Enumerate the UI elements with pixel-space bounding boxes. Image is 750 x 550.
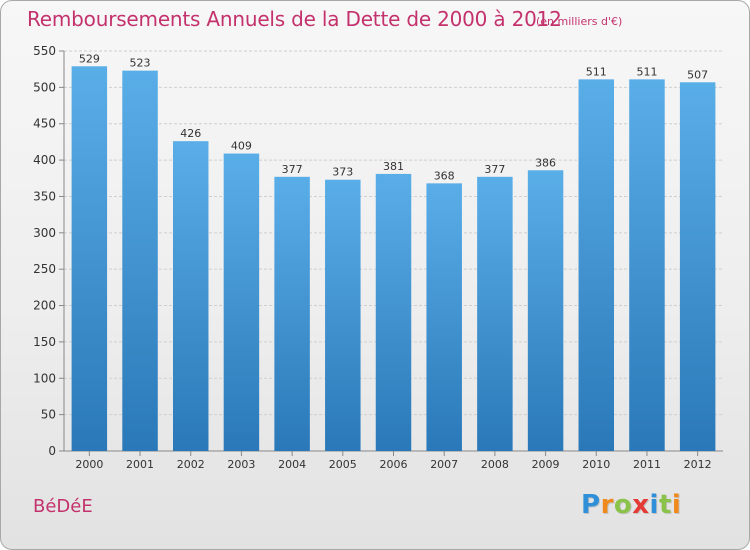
bar-2004[interactable]	[274, 176, 310, 451]
value-label-2001: 523	[130, 57, 151, 70]
bar-2008[interactable]	[477, 176, 513, 451]
bar-2001[interactable]	[122, 70, 158, 452]
logo-letter: r	[600, 490, 614, 520]
y-tick-label: 500	[33, 80, 56, 94]
x-tick-label-2011: 2011	[633, 458, 661, 471]
labels-layer: 0 50 100 150 200 250 300 350 400 450 500 550 529 2000…	[33, 44, 712, 471]
bar-2000[interactable]	[71, 66, 108, 451]
x-tick-label-2006: 2006	[380, 458, 408, 471]
chart-title: Remboursements Annuels de la Dette de 20…	[27, 7, 562, 31]
x-tick-label-2005: 2005	[329, 458, 357, 471]
y-tick-label: 250	[33, 262, 56, 276]
y-tick-label: 400	[33, 153, 56, 167]
value-label-2008: 377	[484, 163, 505, 176]
bars-layer	[71, 66, 716, 452]
commune-name: BéDéE	[33, 496, 93, 517]
bar-2009[interactable]	[527, 170, 564, 452]
bar-2006[interactable]	[375, 173, 412, 451]
value-label-2010: 511	[586, 65, 607, 78]
bar-2011[interactable]	[629, 79, 665, 451]
chart-subtitle: (en milliers d'€)	[536, 15, 623, 28]
x-tick-label-2010: 2010	[582, 458, 610, 471]
value-label-2007: 368	[434, 169, 455, 182]
value-label-2011: 511	[636, 65, 657, 78]
bar-2012[interactable]	[679, 82, 716, 451]
x-tick-label-2003: 2003	[227, 458, 255, 471]
bar-2002[interactable]	[172, 141, 209, 451]
value-label-2003: 409	[231, 140, 252, 153]
x-tick-label-2000: 2000	[75, 458, 103, 471]
x-tick-label-2009: 2009	[532, 458, 560, 471]
x-tick-label-2007: 2007	[430, 458, 458, 471]
value-label-2000: 529	[79, 52, 100, 65]
y-tick-label: 150	[33, 335, 56, 349]
logo-letter: x	[632, 490, 650, 520]
value-label-2006: 381	[383, 160, 404, 173]
value-label-2009: 386	[535, 156, 556, 169]
value-label-2012: 507	[687, 68, 708, 81]
bar-chart: 0 50 100 150 200 250 300 350 400 450 500 550 529 2000…	[33, 44, 723, 471]
bar-2007[interactable]	[426, 183, 462, 451]
logo-letter: i	[671, 490, 682, 520]
y-tick-label: 200	[33, 299, 56, 313]
bar-2005[interactable]	[325, 179, 361, 451]
y-tick-label: 300	[33, 226, 56, 240]
logo-letter: i	[649, 490, 659, 520]
y-tick-label: 100	[33, 371, 56, 385]
value-label-2004: 377	[282, 163, 303, 176]
x-tick-label-2004: 2004	[278, 458, 306, 471]
y-tick-label: 550	[33, 44, 56, 58]
value-label-2002: 426	[180, 127, 201, 140]
logo-letter: P	[581, 490, 601, 520]
x-tick-label-2012: 2012	[684, 458, 712, 471]
y-tick-label: 50	[41, 408, 56, 422]
logo-letter: t	[658, 490, 672, 520]
value-label-2005: 373	[332, 166, 353, 179]
x-tick-label-2001: 2001	[126, 458, 154, 471]
y-tick-label: 350	[33, 189, 56, 203]
y-tick-label: 0	[48, 444, 56, 458]
proxiti-logo[interactable]: Proxiti	[581, 490, 681, 520]
x-tick-label-2002: 2002	[177, 458, 205, 471]
bar-2003[interactable]	[223, 153, 260, 451]
x-tick-label-2008: 2008	[481, 458, 509, 471]
logo-letter: o	[613, 490, 633, 520]
bar-2010[interactable]	[578, 79, 615, 451]
y-tick-label: 450	[33, 117, 56, 131]
